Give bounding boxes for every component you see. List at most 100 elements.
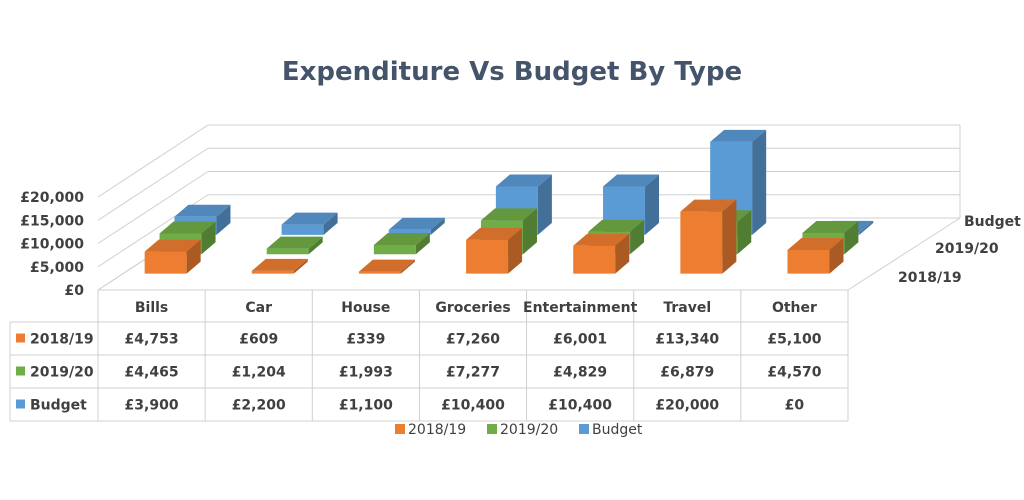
- bar-2018/19-Car: [251, 258, 308, 274]
- bar-front-face: [266, 248, 309, 255]
- category-label: House: [341, 300, 390, 316]
- data-cell: £7,277: [446, 365, 500, 381]
- bar-2018/19-House: [358, 259, 415, 274]
- data-cell: £2,200: [232, 398, 286, 414]
- bar-front-face: [281, 224, 324, 235]
- y-tick-label: £20,000: [20, 190, 84, 206]
- data-cell: £0: [785, 398, 805, 414]
- series-key: [16, 399, 25, 409]
- bar-top-face: [573, 233, 630, 246]
- data-cell: £6,001: [553, 332, 607, 348]
- bar-front-face: [680, 211, 723, 274]
- bar-top-face: [495, 174, 552, 187]
- bar-side-face: [829, 237, 844, 274]
- bar-top-face: [588, 219, 645, 232]
- y-tick-label: £0: [65, 283, 85, 299]
- series-name: 2019/20: [30, 365, 94, 381]
- data-cell: £4,465: [125, 365, 179, 381]
- bar-2018/19-Entertainment: [573, 233, 630, 274]
- data-cell: £4,829: [553, 365, 607, 381]
- gridlines: [97, 124, 961, 291]
- data-cell: £20,000: [655, 398, 719, 414]
- bar-top-face: [266, 236, 323, 249]
- bar-front-face: [358, 271, 401, 274]
- y-tick-label: £5,000: [30, 260, 84, 276]
- bar-2019/20-Car: [266, 236, 323, 255]
- data-cell: £1,204: [232, 365, 286, 381]
- legend-swatch: [487, 424, 497, 434]
- bar-side-face: [323, 212, 338, 235]
- bar-Budget-Car: [281, 212, 338, 235]
- bars: [144, 129, 874, 274]
- bar-top-face: [480, 208, 537, 221]
- bar-top-face: [680, 199, 737, 212]
- series-key: [16, 366, 25, 376]
- bar-top-face: [603, 174, 660, 187]
- bar-2018/19-Other: [787, 237, 844, 274]
- bar-2018/19-Groceries: [466, 227, 523, 274]
- legend-entry: Budget: [592, 422, 643, 438]
- depth-axis-label: 2018/19: [898, 270, 962, 286]
- bar-top-face: [710, 129, 767, 142]
- bar-side-face: [293, 258, 308, 274]
- bar-side-face: [415, 233, 430, 255]
- bar-side-face: [508, 227, 523, 274]
- bar-side-face: [630, 219, 645, 255]
- bar-top-face: [174, 204, 231, 217]
- bar-side-face: [615, 233, 630, 274]
- depth-axis-label: Budget: [964, 214, 1021, 230]
- bar-front-face: [144, 251, 187, 274]
- bar-front-face: [466, 239, 509, 274]
- floor-right-edge: [847, 217, 961, 291]
- bar-top-face: [466, 227, 523, 240]
- bar-side-face: [859, 220, 874, 235]
- chart-title: Expenditure Vs Budget By Type: [282, 57, 742, 87]
- bar-2018/19-Travel: [680, 199, 737, 274]
- bar-top-face: [787, 237, 844, 250]
- category-label: Entertainment: [523, 300, 638, 316]
- bar-side-face: [722, 199, 737, 274]
- category-label: Car: [245, 300, 272, 316]
- data-cell: £609: [239, 332, 278, 348]
- bar-front-face: [251, 270, 294, 274]
- bar-top-face: [281, 212, 338, 225]
- data-cell: £1,100: [339, 398, 393, 414]
- bar-side-face: [430, 217, 445, 235]
- category-label: Bills: [135, 300, 168, 316]
- data-cell: £10,400: [548, 398, 612, 414]
- bar-2018/19-Bills: [144, 239, 201, 274]
- category-label: Travel: [663, 300, 711, 316]
- bar-side-face: [537, 174, 552, 235]
- bar-top-face: [373, 233, 430, 246]
- data-cell: £4,753: [125, 332, 179, 348]
- series-name: Budget: [30, 398, 87, 414]
- bar-side-face: [308, 236, 323, 255]
- bar-side-face: [201, 221, 216, 255]
- bar-front-face: [787, 249, 830, 274]
- bar-top-face: [388, 217, 445, 230]
- bar-side-face: [737, 210, 752, 255]
- data-cell: £10,400: [441, 398, 505, 414]
- bar-side-face: [844, 221, 859, 255]
- legend-swatch: [579, 424, 589, 434]
- bar-top-face: [358, 259, 415, 272]
- category-label: Groceries: [435, 300, 510, 316]
- bar-top-face: [159, 221, 216, 234]
- data-cell: £13,340: [655, 332, 719, 348]
- bar-side-face: [752, 129, 767, 235]
- bar-side-face: [186, 239, 201, 274]
- series-name: 2018/19: [30, 332, 94, 348]
- data-cell: £1,993: [339, 365, 393, 381]
- axis-labels: £0 £5,000 £10,000 £15,000 £20,000 Budget 2019/…: [20, 190, 1021, 299]
- legend: 2018/19 2019/20 Budget: [395, 422, 643, 438]
- bar-2019/20-House: [373, 233, 430, 255]
- data-cell: £6,879: [660, 365, 714, 381]
- depth-axis-label: 2019/20: [935, 241, 999, 257]
- legend-entry: 2019/20: [500, 422, 558, 438]
- bar-Budget-House: [388, 217, 445, 235]
- legend-entry: 2018/19: [408, 422, 466, 438]
- data-cell: £7,260: [446, 332, 500, 348]
- series-key: [16, 333, 25, 343]
- bar-top-face: [802, 221, 859, 234]
- bar-top-face: [144, 239, 201, 252]
